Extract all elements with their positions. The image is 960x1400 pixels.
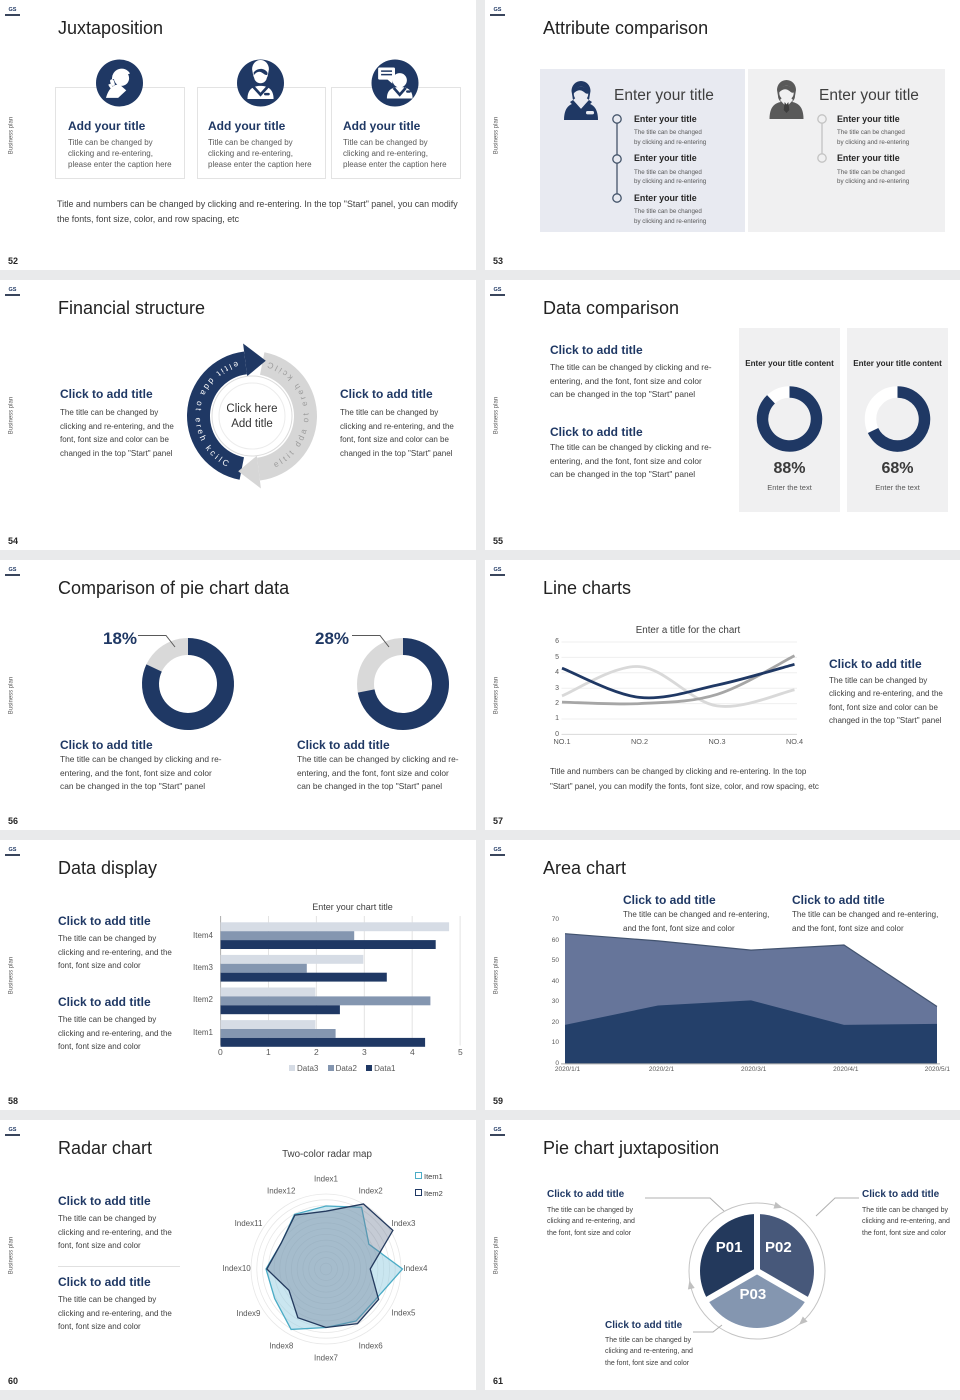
svg-text:Index8: Index8 [269, 1341, 294, 1350]
svg-text:o: o [194, 400, 205, 407]
svg-text:l: l [273, 363, 279, 373]
svg-text:r: r [297, 395, 307, 401]
svg-text:e: e [195, 428, 206, 436]
svg-text:t: t [223, 364, 230, 374]
svg-text:k: k [204, 443, 215, 453]
svg-text:e: e [232, 359, 240, 370]
svg-text:Index12: Index12 [267, 1186, 296, 1195]
svg-text:Index2: Index2 [359, 1186, 384, 1195]
svg-text:l: l [277, 456, 284, 466]
svg-text:d: d [201, 382, 212, 392]
svg-text:Index1: Index1 [314, 1174, 339, 1183]
svg-text:h: h [198, 434, 209, 443]
svg-text:l: l [217, 455, 225, 464]
svg-text:Index4: Index4 [403, 1264, 428, 1273]
svg-text:e: e [294, 388, 305, 397]
svg-text:h: h [291, 382, 302, 392]
svg-text:Index9: Index9 [236, 1308, 261, 1317]
svg-text:t: t [281, 453, 289, 463]
svg-text:t: t [300, 412, 310, 415]
svg-text:e: e [272, 458, 281, 469]
svg-text:i: i [219, 367, 226, 376]
svg-text:e: e [299, 400, 310, 407]
svg-text:Index3: Index3 [391, 1219, 416, 1228]
svg-text:r: r [194, 423, 204, 428]
svg-text:C: C [266, 360, 275, 371]
svg-text:i: i [284, 451, 292, 460]
svg-text:t: t [214, 369, 223, 379]
svg-text:i: i [213, 452, 221, 461]
svg-text:t: t [287, 448, 296, 457]
svg-text:k: k [284, 372, 295, 383]
svg-text:c: c [280, 368, 289, 378]
svg-text:Index7: Index7 [314, 1353, 339, 1362]
svg-text:a: a [298, 427, 309, 435]
svg-text:Index11: Index11 [235, 1219, 263, 1228]
svg-text:l: l [228, 362, 234, 372]
svg-text:C: C [221, 457, 231, 469]
svg-text:o: o [300, 417, 310, 423]
svg-text:d: d [292, 439, 303, 448]
svg-text:d: d [206, 376, 217, 386]
svg-text:c: c [208, 448, 218, 458]
svg-text:d: d [295, 433, 306, 442]
svg-text:i: i [277, 366, 284, 376]
svg-text:e: e [193, 417, 203, 423]
svg-text:Index5: Index5 [391, 1308, 416, 1317]
svg-text:t: t [194, 408, 204, 412]
svg-text:Index10: Index10 [222, 1264, 251, 1273]
svg-text:a: a [198, 389, 209, 398]
svg-text:Index6: Index6 [359, 1341, 384, 1350]
